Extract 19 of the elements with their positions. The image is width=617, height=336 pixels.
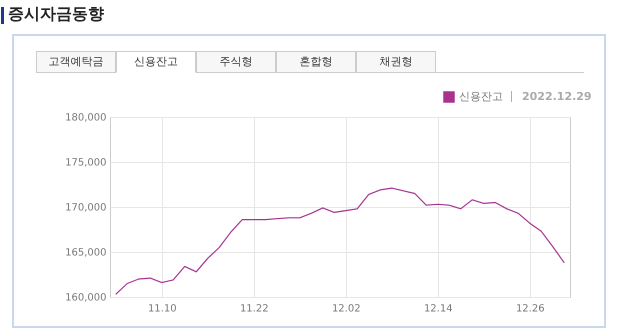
x-tick-label: 12.14	[424, 304, 453, 314]
line-series	[115, 188, 565, 295]
y-tick-label: 160,000	[65, 292, 106, 304]
text: 고객예탁금	[36, 51, 116, 73]
legend-label: 신용잔고	[459, 90, 503, 103]
x-tick-label: 12.02	[332, 304, 361, 314]
text: 신용잔고	[116, 51, 196, 73]
x-tick-label: 12.26	[516, 304, 545, 314]
text: 2022.12.29	[522, 90, 592, 103]
text: 채권형	[356, 51, 436, 73]
text: 주식형	[196, 51, 276, 73]
y-tick-label: 180,000	[65, 112, 106, 124]
y-tick-label: 170,000	[65, 202, 106, 214]
y-tick-label: 175,000	[65, 158, 106, 168]
text: 혼합형	[276, 51, 356, 73]
y-tick-label: 165,000	[65, 248, 106, 258]
x-tick-label: 11.22	[240, 304, 269, 314]
x-tick-label: 11.10	[148, 304, 177, 314]
chart-title: 증시자금동향	[8, 4, 104, 25]
